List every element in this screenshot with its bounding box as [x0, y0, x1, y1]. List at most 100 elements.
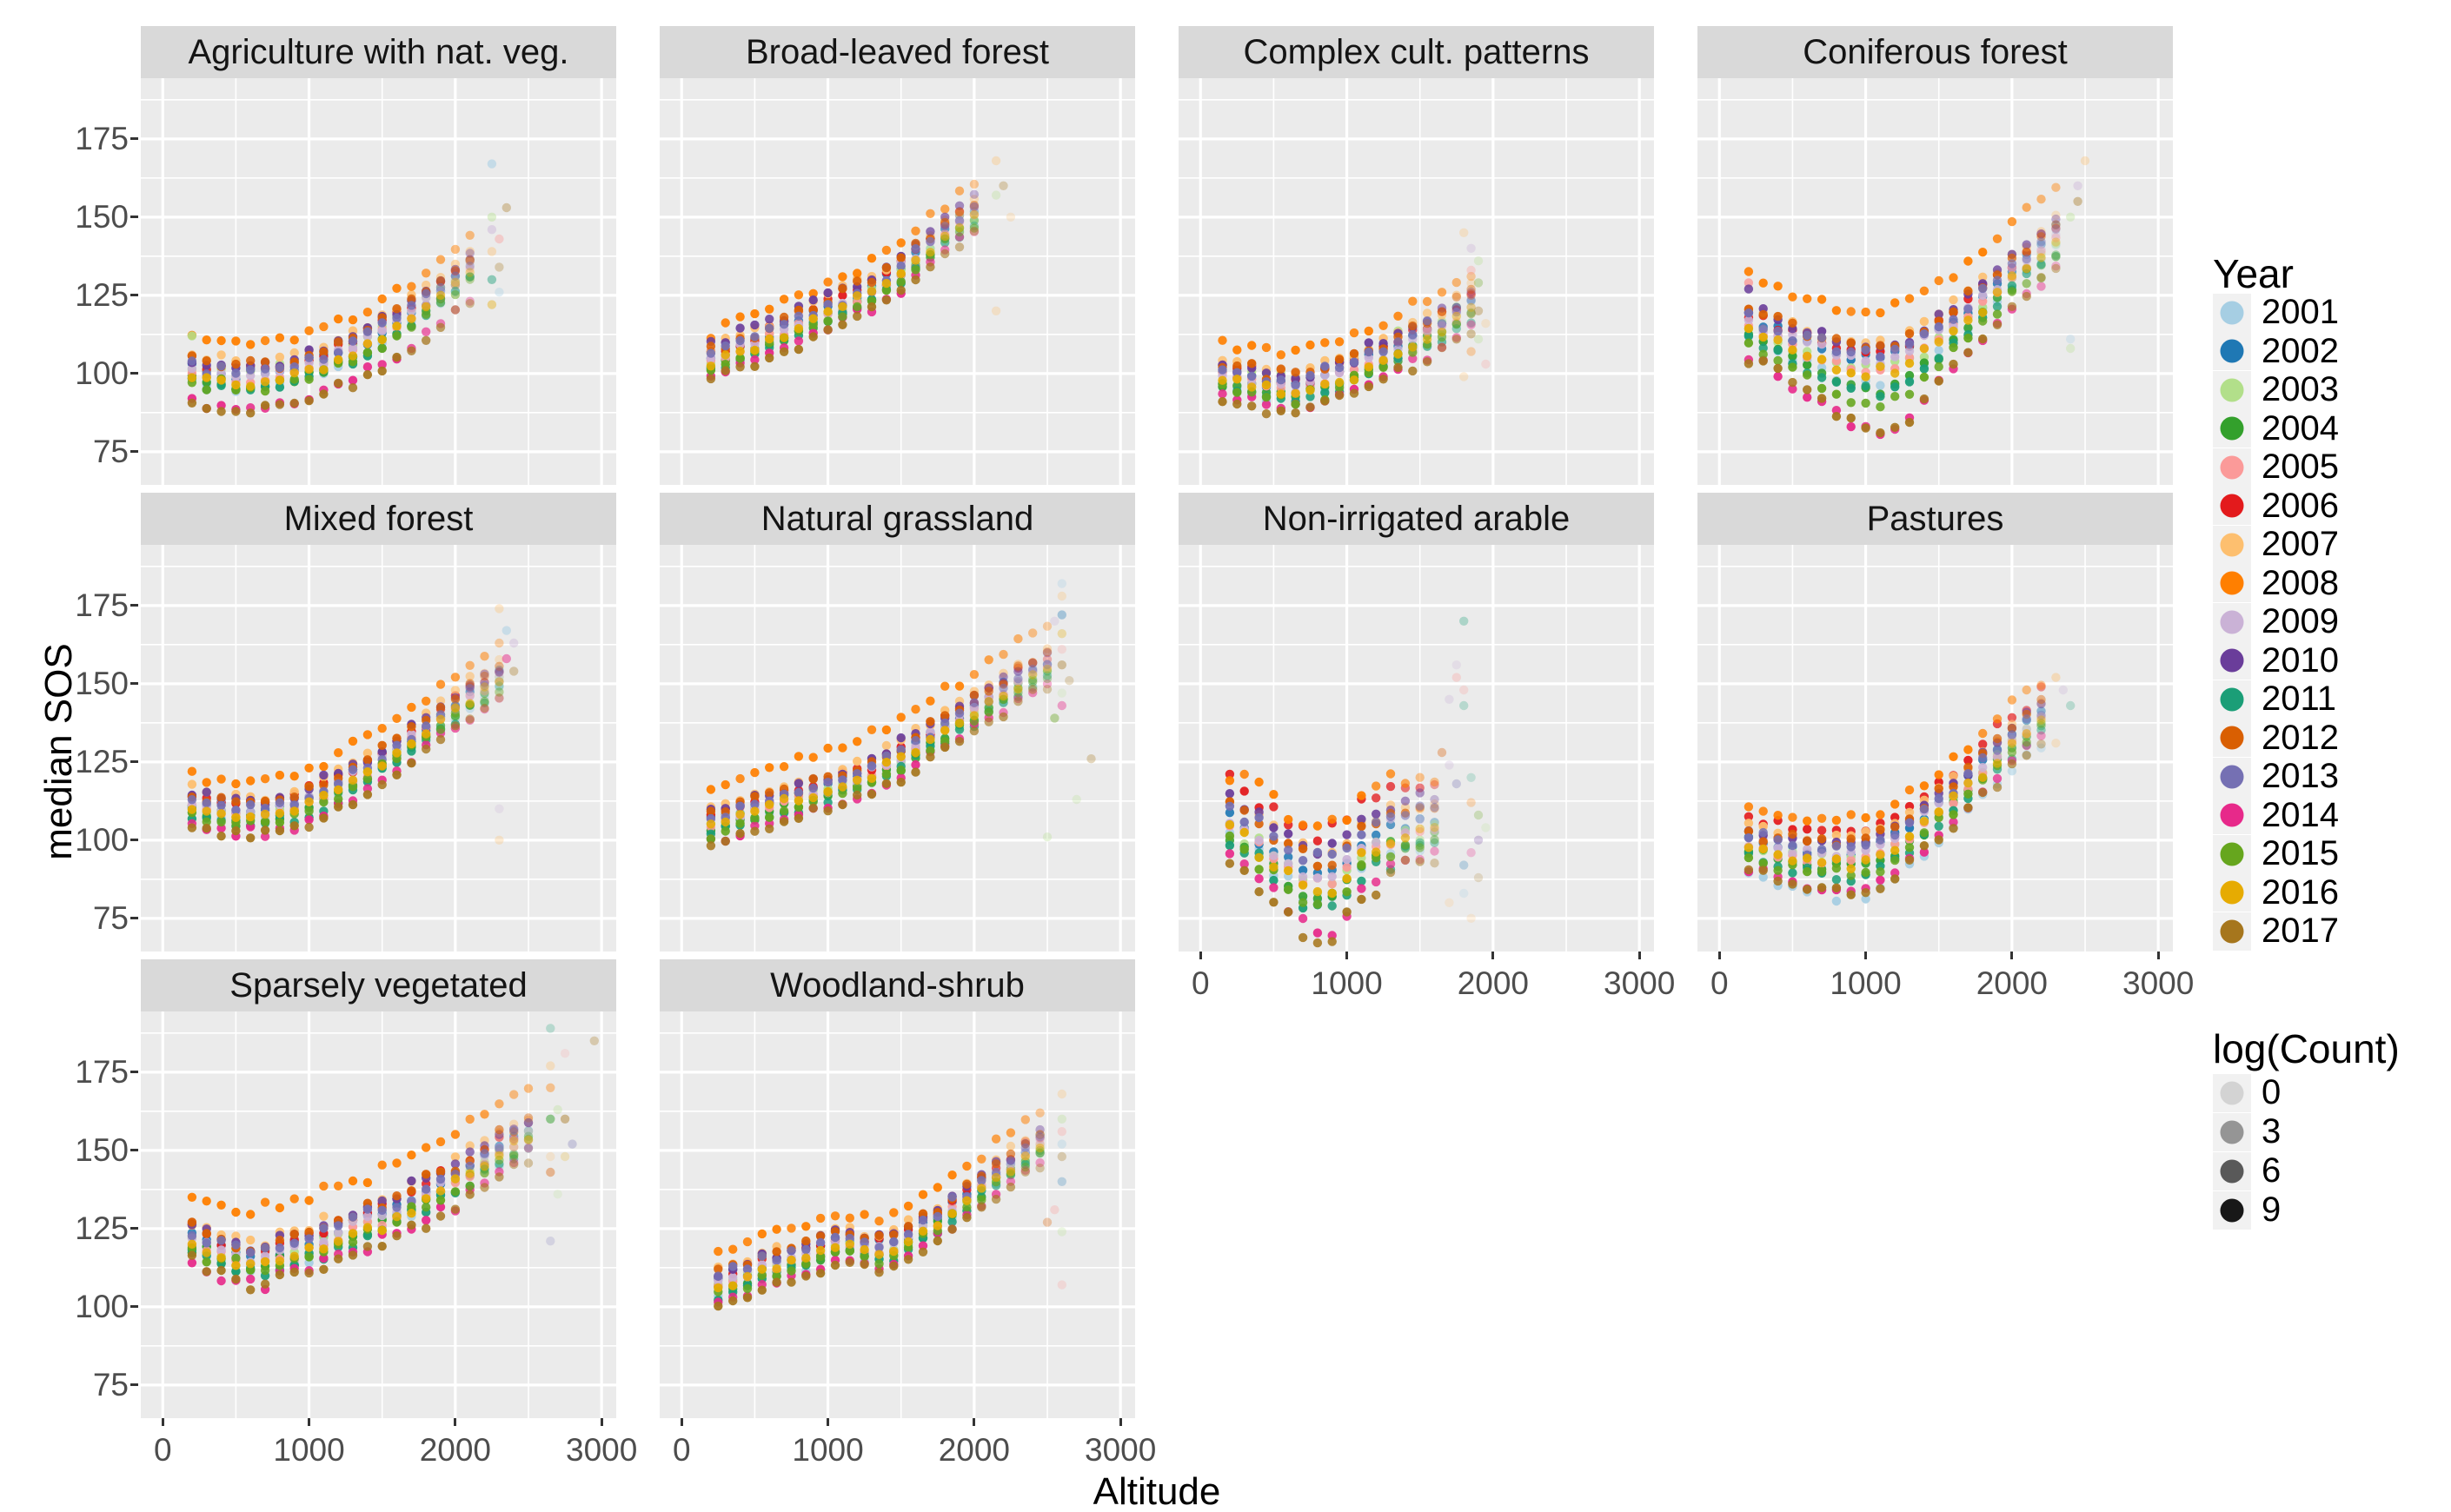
data-point [779, 793, 789, 804]
data-point [246, 381, 256, 391]
data-point [1437, 288, 1447, 297]
data-point [1422, 325, 1432, 335]
data-point [1035, 1132, 1045, 1142]
data-point [319, 365, 329, 375]
data-point [1042, 660, 1053, 670]
data-point [1949, 295, 1958, 305]
data-point [2066, 335, 2076, 344]
data-point [1831, 841, 1842, 851]
data-point [2051, 250, 2061, 260]
data-point [947, 1170, 957, 1180]
data-point [407, 1176, 416, 1186]
data-point [838, 290, 847, 301]
data-point [187, 766, 197, 776]
data-point [1006, 1167, 1016, 1177]
data-point [304, 815, 314, 825]
data-point [1773, 345, 1783, 355]
data-point [202, 806, 211, 816]
data-point [969, 215, 980, 224]
data-point [348, 782, 358, 792]
data-point [2051, 223, 2061, 233]
data-point [954, 186, 965, 196]
data-point [1861, 381, 1870, 391]
data-point [853, 783, 862, 792]
data-point [1919, 847, 1930, 857]
data-point [1415, 788, 1425, 798]
data-point [1788, 840, 1797, 851]
data-point [495, 673, 504, 682]
data-point [1364, 381, 1373, 392]
data-point [926, 746, 935, 756]
data-point [1057, 629, 1066, 639]
data-point [377, 1242, 387, 1251]
data-point [480, 1110, 489, 1119]
data-point [1473, 810, 1484, 820]
legend-label: 2010 [2262, 640, 2339, 680]
data-point [334, 314, 343, 324]
data-point [940, 726, 950, 735]
data-point [787, 1277, 796, 1287]
data-point [304, 1196, 314, 1205]
data-point [1239, 786, 1249, 796]
data-point [787, 1246, 796, 1256]
data-point [947, 1224, 957, 1234]
legend-item-year-2001: 2001 [2213, 293, 2339, 332]
data-point [1028, 664, 1038, 674]
data-point [480, 678, 489, 688]
data-point [407, 294, 416, 304]
data-point [187, 1239, 197, 1249]
data-point [1934, 346, 1943, 355]
data-point [954, 725, 965, 734]
data-point [1254, 835, 1264, 846]
data-point [1408, 296, 1418, 306]
data-point [1385, 852, 1396, 862]
data-point [954, 201, 965, 210]
data-point [1218, 397, 1227, 407]
data-point [1327, 901, 1337, 911]
data-point [999, 181, 1008, 190]
data-point [1904, 294, 1915, 303]
data-point [1385, 867, 1396, 878]
data-point [1028, 667, 1038, 677]
data-point [2051, 220, 2061, 229]
data-point [889, 1246, 899, 1257]
data-point [1269, 883, 1279, 892]
data-point [465, 230, 475, 240]
data-point [1020, 1138, 1030, 1149]
data-point [1817, 866, 1827, 877]
data-point [735, 810, 745, 819]
data-point [1225, 840, 1235, 851]
data-point [319, 797, 329, 807]
data-point [1949, 307, 1958, 316]
data-point [465, 699, 475, 708]
legend-dot-icon [2220, 301, 2244, 324]
data-point [1276, 350, 1285, 360]
x-tick-label: 1000 [273, 1432, 345, 1468]
data-point [1846, 413, 1856, 423]
data-point [334, 355, 343, 365]
data-point [1846, 347, 1856, 357]
data-point [246, 1274, 256, 1284]
data-point [1035, 1130, 1045, 1139]
data-point [1466, 302, 1476, 312]
data-point [1758, 278, 1768, 288]
data-point [1430, 777, 1439, 787]
data-point [1312, 861, 1323, 871]
data-point [1773, 372, 1783, 381]
data-point [362, 327, 373, 336]
data-point [362, 348, 373, 357]
data-point [1904, 843, 1915, 852]
data-point [1817, 845, 1827, 854]
data-point [1949, 359, 1958, 369]
data-point [260, 1265, 270, 1276]
legend-key-swatch [2213, 1151, 2251, 1190]
data-point [1298, 820, 1308, 830]
data-point [1758, 844, 1768, 854]
data-point [392, 1211, 402, 1222]
data-point [1020, 1143, 1030, 1153]
data-point [1013, 661, 1023, 671]
data-point [187, 805, 197, 814]
data-point [969, 227, 980, 236]
data-point [246, 340, 256, 349]
data-point [772, 1277, 781, 1287]
